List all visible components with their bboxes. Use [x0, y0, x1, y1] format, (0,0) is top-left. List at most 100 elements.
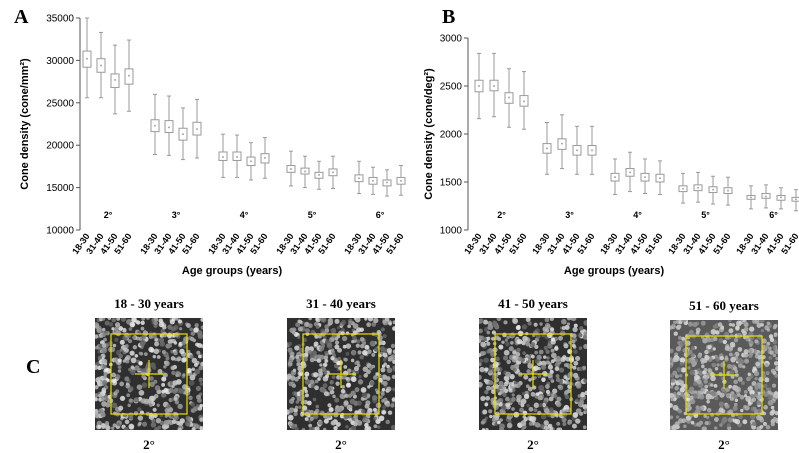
y-tick-label: 30000	[46, 56, 74, 67]
box-plot-mark	[164, 95, 174, 156]
box-plot-mark	[723, 176, 733, 206]
box-iqr	[124, 68, 134, 85]
box-median-dot	[697, 186, 699, 189]
chart-panel-a: 10000 15000 20000 25000 30000 35000 Cone densi…	[19, 14, 406, 278]
box-plot-mark	[232, 134, 242, 178]
box-median-dot	[290, 168, 292, 170]
box-plot-mark	[693, 171, 703, 203]
box-median-dot	[250, 160, 252, 163]
box-plot-mark	[192, 98, 202, 159]
y-tick-label: 2500	[440, 82, 463, 93]
box-plot-mark	[625, 151, 635, 193]
retina-image-title: 31 - 40 years	[306, 296, 376, 311]
box-median-dot	[629, 171, 631, 174]
retina-cone-image	[287, 318, 395, 430]
box-median-dot	[750, 196, 752, 199]
box-plot-mark	[519, 71, 529, 130]
retina-eccentricity-label: 2°	[527, 437, 539, 452]
eccentricity-label: 6°	[769, 210, 778, 220]
retina-eccentricity-label: 2°	[335, 437, 347, 452]
eccentricity-label: 4°	[633, 210, 642, 220]
box-plot-mark	[354, 160, 364, 195]
y-axis-label: Cone density (cone/deg²)	[423, 68, 435, 200]
box-plot-mark	[557, 114, 567, 170]
eccentricity-label: 2°	[497, 210, 506, 220]
roi-square-overlay	[494, 333, 572, 415]
panel-letter-a: A	[14, 6, 29, 28]
eccentricity-label: 2°	[104, 210, 113, 220]
box-plot-mark	[708, 175, 718, 205]
box-median-dot	[100, 64, 102, 67]
box-median-dot	[358, 177, 360, 180]
box-median-dot	[332, 171, 334, 174]
retina-image-title: 18 - 30 years	[114, 296, 184, 311]
box-iqr	[218, 151, 228, 161]
y-tick-label: 2000	[440, 130, 463, 141]
box-plot-mark	[610, 158, 620, 195]
box-median-dot	[523, 100, 525, 103]
box-median-dot	[182, 133, 184, 135]
box-plot-mark	[124, 39, 134, 112]
box-median-dot	[561, 142, 563, 145]
eccentricity-label: 3°	[172, 210, 181, 220]
box-plot-mark	[776, 187, 786, 210]
box-median-dot	[576, 149, 578, 152]
box-median-dot	[546, 147, 548, 150]
box-median-dot	[591, 149, 593, 152]
box-median-dot	[114, 79, 116, 81]
box-plot-mark	[382, 169, 392, 197]
box-median-dot	[196, 128, 198, 130]
box-iqr	[110, 73, 120, 89]
box-median-dot	[508, 96, 510, 99]
panel-letter-b: B	[442, 6, 456, 28]
eccentricity-label: 5°	[308, 210, 317, 220]
box-median-dot	[386, 181, 388, 184]
eccentricity-label: 5°	[701, 210, 710, 220]
box-median-dot	[765, 195, 767, 198]
box-plot-mark	[746, 185, 756, 210]
box-plot-mark	[678, 172, 688, 204]
retina-image-title: 41 - 50 years	[498, 296, 568, 311]
x-axis-label: Age groups (years)	[564, 265, 665, 277]
box-plot-mark	[587, 125, 597, 175]
box-plot-mark	[300, 155, 310, 189]
eccentricity-label: 6°	[376, 210, 385, 220]
box-plot-mark	[150, 93, 160, 156]
box-plot-mark	[110, 44, 120, 115]
retina-image-title: 51 - 60 years	[689, 298, 759, 313]
box-plot-mark	[489, 52, 499, 118]
eccentricity-label: 4°	[240, 210, 249, 220]
y-tick-label: 1000	[440, 226, 463, 237]
y-tick-label: 15000	[46, 183, 74, 194]
box-median-dot	[400, 180, 402, 182]
box-plot-mark	[328, 155, 338, 189]
chart-panel-b: 1000 1500 2000 2500 3000 Cone density (cone/d…	[423, 34, 799, 277]
roi-square-overlay	[302, 333, 380, 415]
box-median-dot	[128, 74, 130, 77]
box-plot-mark	[761, 184, 771, 209]
retina-eccentricity-label: 2°	[143, 437, 155, 452]
box-median-dot	[372, 180, 374, 182]
box-median-dot	[644, 176, 646, 178]
y-tick-label: 10000	[46, 226, 74, 237]
box-plot-mark	[218, 133, 228, 178]
x-axis-label: Age groups (years)	[182, 265, 283, 277]
box-iqr	[232, 151, 242, 161]
panel-letter-c: C	[26, 356, 41, 378]
box-median-dot	[154, 124, 156, 127]
box-median-dot	[780, 196, 782, 199]
y-tick-label: 35000	[46, 14, 74, 25]
box-median-dot	[304, 170, 306, 173]
box-median-dot	[659, 177, 661, 179]
box-plot-mark	[791, 189, 799, 212]
roi-square-overlay	[110, 333, 188, 415]
retina-cone-image	[95, 318, 203, 430]
box-plot-mark	[260, 137, 270, 179]
box-median-dot	[478, 85, 480, 87]
box-plot-mark	[96, 31, 106, 99]
eccentricity-label: 3°	[565, 210, 574, 220]
box-plot-mark	[178, 107, 188, 161]
retina-eccentricity-label: 2°	[718, 437, 730, 452]
box-median-dot	[614, 176, 616, 178]
box-plot-mark	[286, 150, 296, 187]
